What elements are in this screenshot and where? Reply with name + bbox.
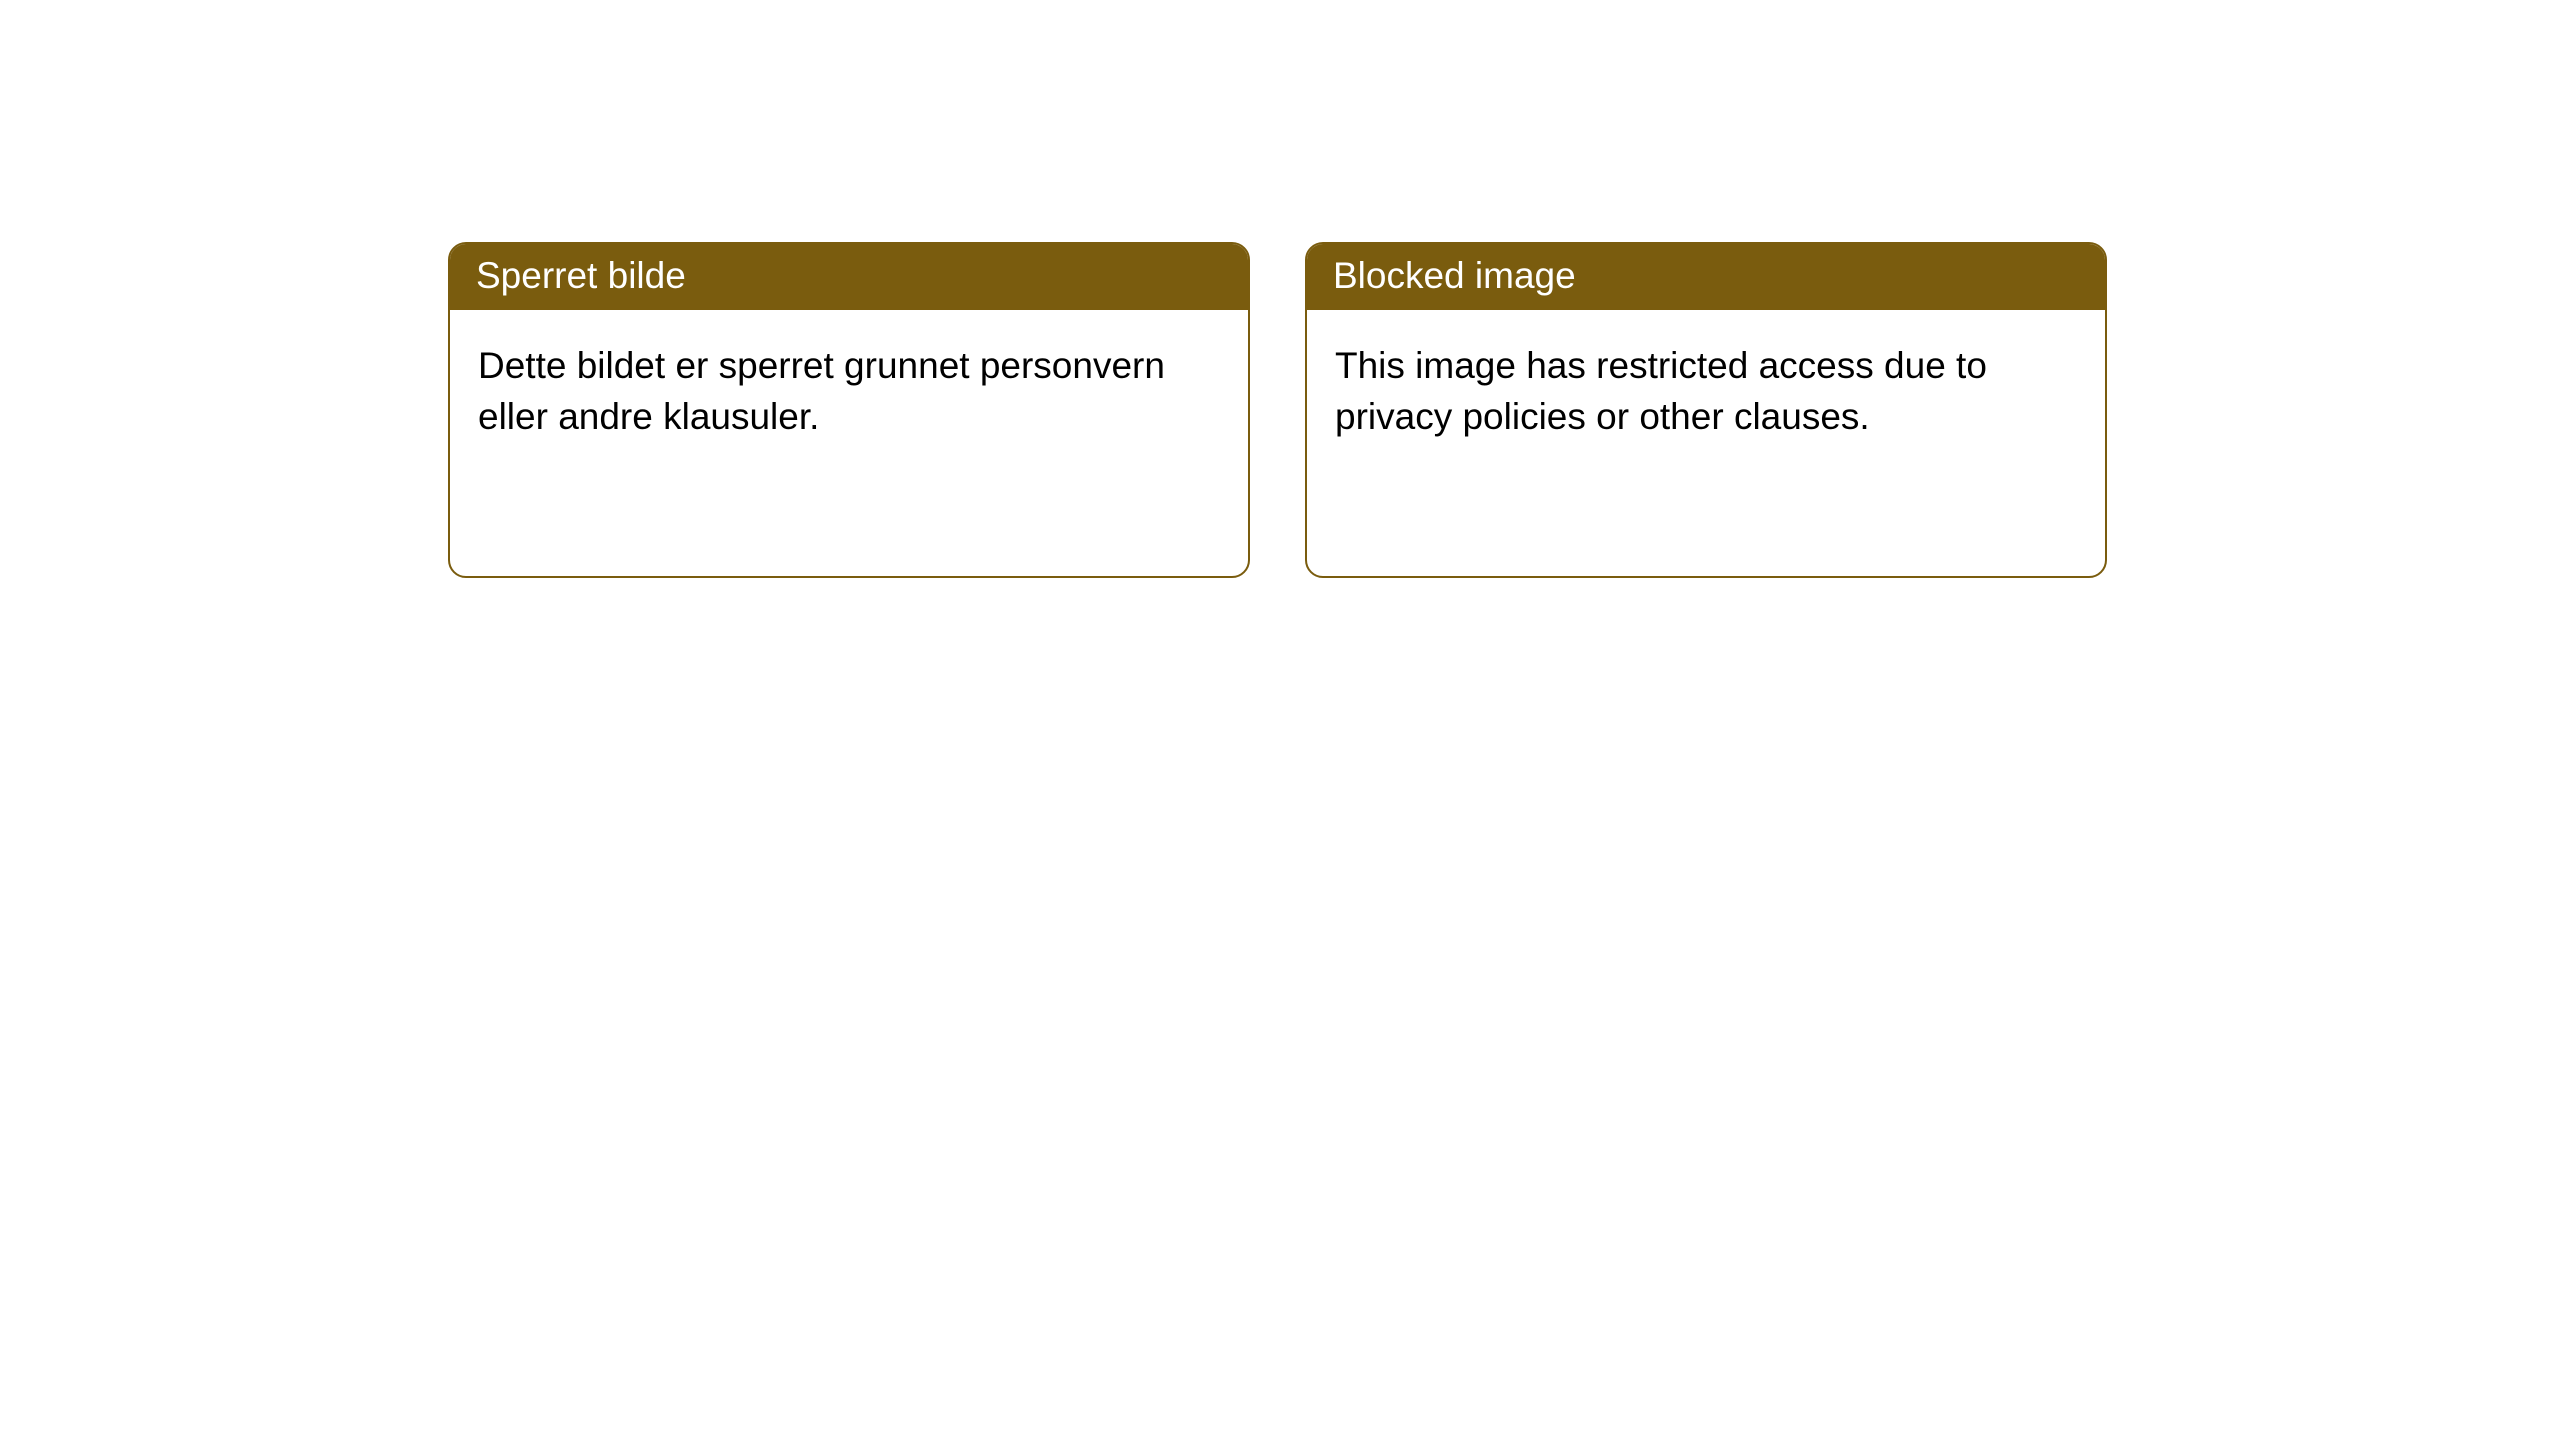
notice-cards-container: Sperret bilde Dette bildet er sperret gr… — [0, 0, 2560, 578]
notice-card-body: This image has restricted access due to … — [1307, 310, 2105, 462]
notice-card-header: Blocked image — [1307, 244, 2105, 310]
notice-card-body: Dette bildet er sperret grunnet personve… — [450, 310, 1248, 462]
notice-card-header: Sperret bilde — [450, 244, 1248, 310]
notice-card-english: Blocked image This image has restricted … — [1305, 242, 2107, 578]
notice-card-norwegian: Sperret bilde Dette bildet er sperret gr… — [448, 242, 1250, 578]
